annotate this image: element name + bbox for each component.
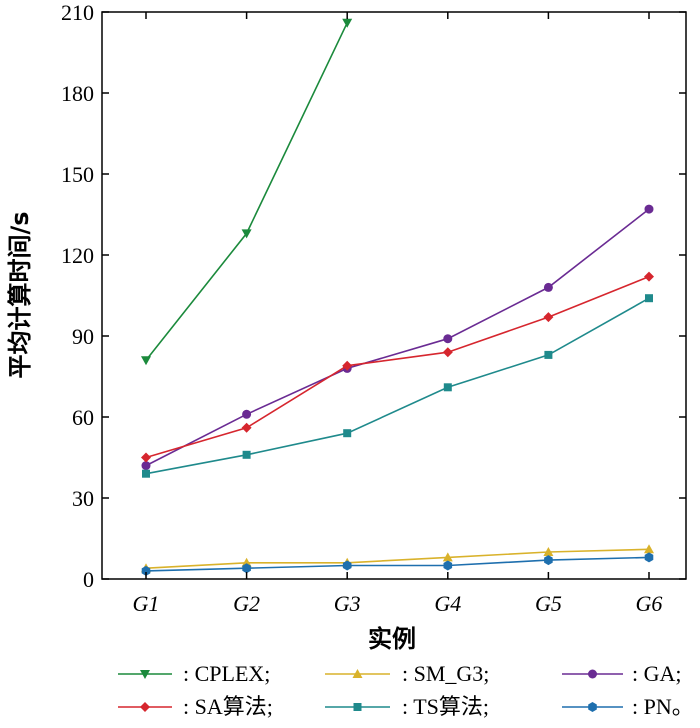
data-point: [442, 552, 453, 562]
legend-marker: [352, 669, 363, 678]
data-point: [342, 360, 353, 371]
data-point: [342, 18, 353, 28]
axes: 0 30 60 90 120 150 180 210 G1 G2 G3 G4 G5 G6: [61, 0, 687, 616]
plot-frame: [101, 11, 687, 580]
series-line: [145, 548, 650, 569]
y-tick-label: 60: [72, 405, 94, 430]
legend-label: : TS算法;: [402, 694, 489, 719]
data-point: [644, 544, 654, 554]
x-tick-label: G2: [233, 591, 260, 616]
data-point: [645, 294, 653, 303]
legend-item: : SA算法;: [118, 694, 273, 719]
legend-label: : CPLEX;: [183, 661, 270, 686]
legend-marker: [353, 703, 362, 711]
y-tick-label: 90: [72, 324, 94, 349]
y-tick-label: 210: [61, 0, 94, 25]
data-point: [644, 271, 654, 282]
data-point: [544, 555, 553, 566]
x-tick-label: G4: [434, 591, 461, 616]
x-tick-label: G3: [334, 591, 361, 616]
data-point: [141, 356, 151, 366]
legend: : CPLEX; : SM_G3; : GA; : SA算法; : TS算法; : PN。: [118, 661, 694, 719]
data-point: [241, 229, 252, 239]
data-point: [241, 422, 252, 433]
series-CPLEX: [141, 18, 353, 366]
data-point: [544, 350, 553, 359]
y-axis-title: 平均计算时间/s: [6, 211, 34, 378]
data-point: [241, 557, 252, 567]
series-SM_G3: [141, 544, 654, 573]
data-point: [343, 429, 352, 438]
data-point: [543, 547, 554, 556]
legend-label: : SA算法;: [183, 694, 273, 719]
series-line: [145, 208, 650, 467]
plot-area: [141, 18, 654, 576]
legend-marker: [588, 669, 597, 679]
legend-label: : PN。: [632, 694, 694, 719]
x-tick-label: G6: [636, 591, 663, 616]
series-line: [145, 22, 348, 361]
data-point: [142, 469, 150, 478]
series-SA算法: [141, 271, 654, 463]
legend-marker: [140, 702, 150, 712]
x-tick-label: G5: [535, 591, 562, 616]
data-point: [342, 560, 352, 571]
data-point: [141, 565, 151, 576]
series-line: [145, 556, 650, 572]
data-point: [242, 409, 252, 419]
y-tick-label: 0: [83, 567, 94, 592]
data-point: [644, 552, 654, 563]
legend-label: : SM_G3;: [402, 661, 489, 686]
y-tick-label: 180: [61, 81, 94, 106]
series-line: [145, 297, 650, 475]
series-line: [145, 275, 650, 459]
data-point: [141, 452, 151, 463]
data-point: [644, 204, 654, 214]
legend-item: : CPLEX;: [118, 661, 270, 686]
data-point: [543, 282, 553, 292]
data-point: [443, 383, 452, 392]
legend-item: : SM_G3;: [325, 661, 489, 686]
data-point: [543, 312, 554, 323]
y-tick-label: 120: [61, 243, 94, 268]
legend-label: : GA;: [632, 661, 682, 686]
data-point: [242, 563, 251, 574]
data-point: [443, 560, 453, 571]
legend-item: : TS算法;: [325, 694, 489, 719]
data-point: [242, 450, 251, 459]
legend-item: : GA;: [562, 661, 682, 686]
legend-marker: [140, 670, 150, 679]
x-axis-title: 实例: [368, 625, 416, 653]
y-tick-label: 150: [61, 162, 94, 187]
data-point: [141, 461, 151, 471]
legend-item: : PN。: [562, 694, 694, 719]
legend-marker: [588, 702, 597, 712]
y-tick-label: 30: [72, 486, 94, 511]
series-PN: [141, 552, 654, 576]
x-tick-label: G1: [133, 591, 160, 616]
series-GA: [141, 204, 654, 471]
series-TS算法: [142, 294, 653, 478]
data-point: [443, 334, 453, 344]
data-point: [442, 347, 453, 358]
